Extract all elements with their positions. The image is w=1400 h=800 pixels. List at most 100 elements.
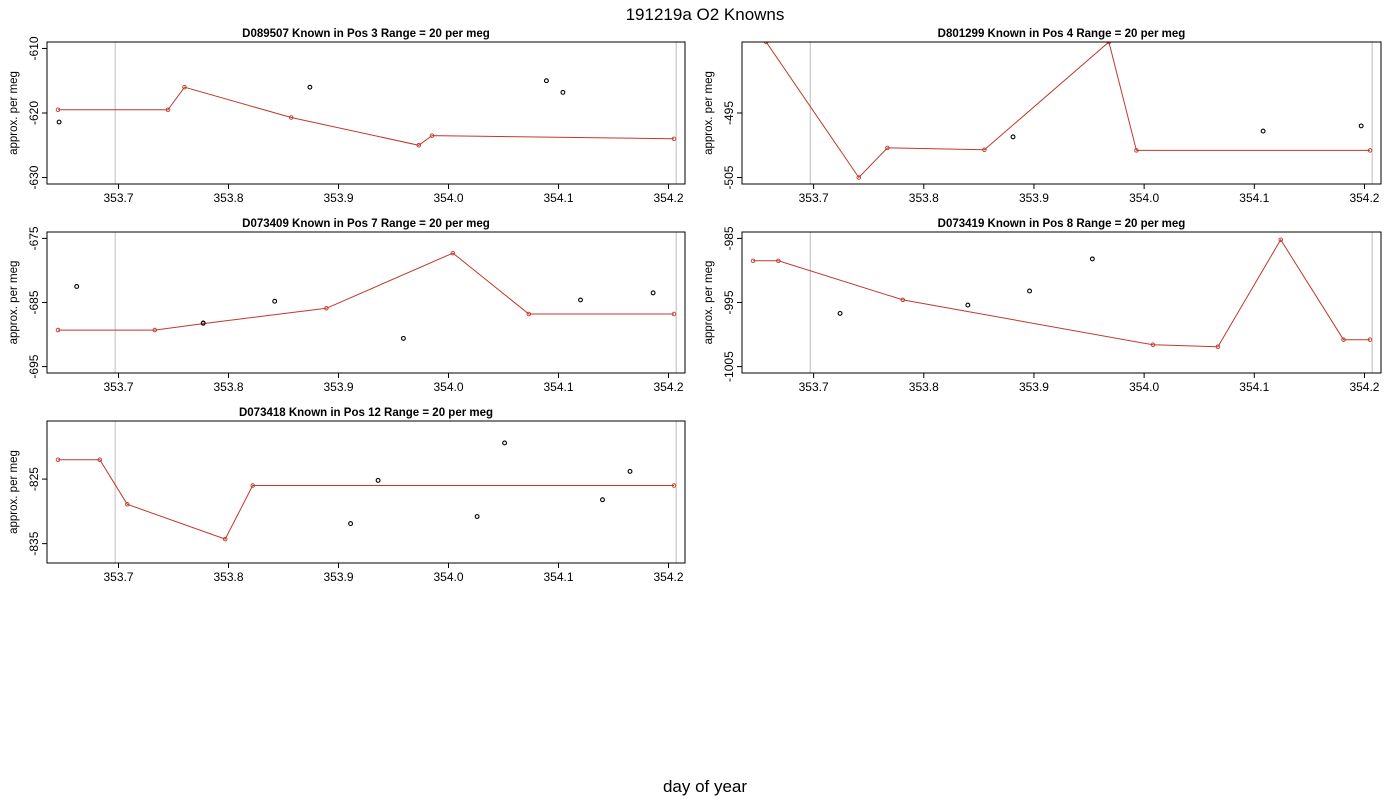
plot-frame [46, 420, 686, 564]
y-tick-label: -505 [722, 165, 736, 189]
y-tick-label: -985 [722, 226, 736, 250]
y-tick-label: -630 [27, 165, 41, 189]
data-point [307, 84, 313, 90]
line-point [429, 133, 435, 138]
data-point [1010, 134, 1016, 140]
y-tick-label: -495 [722, 101, 736, 125]
series-line [58, 86, 675, 146]
line-point [97, 457, 103, 462]
y-tick-label: -1005 [722, 351, 736, 382]
line-point [250, 483, 255, 488]
x-tick-label: 353.9 [1019, 191, 1049, 205]
line-point [152, 327, 158, 333]
panel-title: D073409 Known in Pos 7 Range = 20 per me… [242, 218, 490, 230]
y-tick-label: -995 [722, 290, 736, 314]
plot-area [55, 250, 677, 341]
line-point [671, 483, 677, 488]
line-point [1150, 342, 1156, 348]
data-point [1027, 288, 1033, 294]
panel-title: D073418 Known in Pos 12 Range = 20 per m… [239, 407, 493, 419]
y-axis-label: approx. per meg [8, 71, 20, 155]
x-tick-label: 354.2 [653, 380, 683, 394]
data-point [600, 497, 605, 503]
y-tick-label: -825 [27, 467, 41, 491]
y-tick-label: -675 [27, 226, 41, 250]
x-tick-label: 353.7 [103, 380, 133, 394]
x-tick-label: 354.0 [1129, 380, 1159, 394]
line-point [450, 250, 456, 256]
x-tick-label: 353.8 [213, 570, 243, 584]
plot-area [750, 237, 1373, 349]
x-tick-label: 354.2 [653, 570, 683, 584]
x-tick-label: 354.2 [653, 191, 683, 205]
y-tick-label: -620 [27, 101, 41, 125]
y-tick-label: -835 [27, 531, 41, 555]
line-point [982, 147, 987, 153]
panel-3: D073409 Known in Pos 7 Range = 20 per me… [8, 218, 686, 394]
x-tick-label: 353.8 [909, 191, 939, 205]
line-point [526, 311, 532, 317]
line-point [776, 258, 781, 264]
x-tick-label: 353.8 [213, 380, 243, 394]
line-point [55, 327, 61, 333]
data-point [627, 468, 633, 474]
line-point [55, 457, 61, 462]
panel-2: D801299 Known in Pos 4 Range = 20 per me… [703, 28, 1382, 205]
y-axis-label: approx. per meg [8, 261, 20, 345]
data-point [74, 284, 80, 289]
y-axis-label: approx. per meg [703, 71, 715, 155]
series-line [765, 42, 1370, 179]
line-point [125, 502, 130, 507]
y-tick-label: -695 [27, 354, 41, 378]
line-point [324, 306, 329, 311]
data-point [375, 477, 381, 483]
line-point [900, 297, 906, 303]
line-point [1367, 337, 1373, 342]
panel-4: D073419 Known in Pos 8 Range = 20 per me… [703, 218, 1382, 394]
data-point [400, 335, 406, 341]
line-point [1341, 337, 1346, 342]
line-point [1367, 148, 1373, 153]
line-point [55, 107, 61, 113]
data-point [837, 310, 843, 316]
data-point [1260, 128, 1266, 134]
data-point [1358, 123, 1364, 129]
x-tick-label: 353.9 [323, 380, 353, 394]
x-tick-label: 353.8 [909, 380, 939, 394]
data-point [200, 320, 206, 326]
x-tick-label: 354.1 [1239, 191, 1269, 205]
series-line [58, 252, 674, 331]
data-point [965, 302, 971, 308]
plot-area [763, 42, 1373, 180]
line-point [1134, 148, 1139, 153]
plot-area [55, 78, 677, 148]
x-tick-label: 354.2 [1349, 380, 1379, 394]
x-tick-label: 353.9 [1019, 380, 1049, 394]
line-point [416, 143, 422, 148]
x-tick-label: 353.9 [323, 191, 353, 205]
data-point [502, 440, 508, 446]
line-point [1215, 344, 1221, 349]
y-tick-label: -685 [27, 290, 41, 314]
line-point [885, 145, 890, 151]
data-point [348, 521, 354, 527]
line-point [182, 84, 187, 90]
x-tick-label: 353.7 [103, 570, 133, 584]
x-tick-label: 353.7 [799, 191, 829, 205]
line-point [1278, 237, 1283, 242]
data-point [272, 298, 278, 304]
data-point [474, 514, 480, 519]
x-tick-label: 354.0 [433, 380, 463, 394]
line-point [750, 258, 756, 264]
figure-title: 191219a O2 Knowns [626, 5, 785, 24]
panel-title: D073419 Known in Pos 8 Range = 20 per me… [938, 218, 1186, 230]
x-tick-label: 354.0 [433, 191, 463, 205]
data-point [56, 119, 62, 125]
series-line [58, 459, 674, 540]
data-point [578, 297, 583, 303]
figure-xlabel: day of year [663, 777, 747, 796]
data-point [650, 290, 656, 296]
x-tick-label: 354.1 [543, 570, 573, 584]
